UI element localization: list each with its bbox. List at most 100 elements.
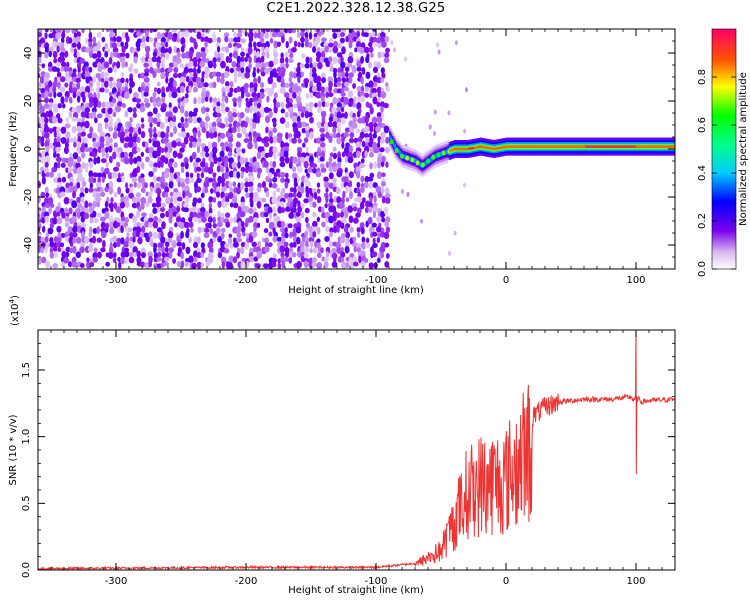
heatmap-cell	[155, 196, 162, 203]
heatmap-cell	[394, 147, 399, 153]
top-x-ticks: -300 -200 -100 0 100	[50, 29, 676, 286]
heatmap-cell	[329, 62, 334, 68]
heatmap-cell	[400, 153, 404, 159]
heatmap-cell	[207, 166, 214, 175]
heatmap-cell	[323, 261, 329, 269]
heatmap-cell	[352, 206, 358, 212]
heatmap-cell	[52, 85, 57, 93]
heatmap-cell	[164, 191, 169, 199]
heatmap-cell	[71, 232, 78, 238]
heatmap-cell	[268, 178, 273, 184]
heatmap-cell	[59, 191, 66, 197]
heatmap-cell	[263, 211, 269, 218]
heatmap-cell	[291, 85, 297, 94]
heatmap-cell	[599, 145, 602, 148]
heatmap-cell	[157, 251, 162, 258]
heatmap-cell	[165, 151, 171, 159]
heatmap-cell	[321, 50, 326, 59]
heatmap-cell	[267, 242, 273, 248]
heatmap-cell	[235, 141, 241, 149]
heatmap-cell	[372, 237, 376, 244]
heatmap-cell	[355, 41, 362, 49]
heatmap-cell	[304, 231, 308, 238]
heatmap-cell	[337, 76, 342, 83]
bottom-y-scale-note: (x104)	[8, 295, 21, 326]
heatmap-cell	[127, 141, 134, 148]
heatmap-cell	[200, 192, 205, 199]
heatmap-cell	[176, 152, 183, 159]
heatmap-cell	[99, 87, 105, 93]
heatmap-cell	[264, 32, 270, 39]
heatmap-cell	[164, 146, 168, 153]
heatmap-cell	[376, 101, 381, 108]
heatmap-cell	[156, 61, 161, 69]
heatmap-cell	[152, 96, 157, 103]
heatmap-cell	[269, 161, 274, 168]
heatmap-cell	[144, 220, 150, 228]
heatmap-cell	[241, 226, 246, 233]
heatmap-cell	[349, 226, 354, 233]
heatmap-cell	[564, 145, 567, 148]
heatmap-cell	[183, 66, 189, 74]
heatmap-cell	[260, 55, 265, 63]
heatmap-cell	[88, 66, 93, 73]
heatmap-cell	[71, 125, 77, 134]
heatmap-cell	[384, 147, 391, 154]
heatmap-cell	[116, 241, 121, 248]
heatmap-cell	[613, 145, 616, 148]
heatmap-cell	[119, 52, 126, 58]
heatmap-cell	[124, 151, 129, 159]
heatmap-cell	[92, 36, 97, 44]
heatmap-cell	[43, 126, 50, 133]
heatmap-cell	[203, 232, 210, 239]
heatmap-cell	[244, 71, 250, 79]
heatmap-cell	[604, 145, 607, 148]
heatmap-cell	[64, 96, 69, 103]
heatmap-cell	[380, 161, 385, 167]
heatmap-cell	[61, 250, 67, 258]
heatmap-cell	[156, 51, 162, 57]
heatmap-cell	[152, 101, 158, 108]
heatmap-cell	[125, 200, 130, 209]
heatmap-cell	[107, 67, 113, 74]
heatmap-cell	[104, 227, 109, 233]
heatmap-cell	[364, 175, 369, 184]
heatmap-cell	[555, 145, 558, 148]
heatmap-cell	[163, 137, 169, 145]
heatmap-cell	[153, 252, 159, 259]
heatmap-cell	[79, 146, 86, 153]
heatmap-cell	[328, 231, 334, 238]
heatmap-cell	[219, 60, 226, 69]
heatmap-cell	[548, 145, 551, 148]
heatmap-cell	[253, 101, 258, 109]
heatmap-cell	[256, 116, 260, 124]
heatmap-cell	[291, 137, 298, 144]
heatmap-cell	[225, 122, 229, 128]
heatmap-cell	[343, 81, 350, 87]
heatmap-cell	[76, 181, 81, 189]
heatmap-cell	[56, 67, 60, 73]
heatmap-cell	[135, 231, 141, 238]
heatmap-cell	[184, 195, 190, 204]
heatmap-cell	[156, 31, 162, 40]
heatmap-cell	[229, 80, 234, 88]
heatmap-cell	[336, 196, 342, 204]
heatmap-cell	[272, 135, 278, 144]
heatmap-cell	[279, 57, 285, 64]
heatmap-cell	[264, 245, 270, 253]
heatmap-cell	[615, 145, 617, 148]
heatmap-cell	[277, 258, 281, 264]
heatmap-cell	[280, 70, 285, 78]
heatmap-cell	[323, 121, 329, 130]
heatmap-cell	[355, 212, 361, 218]
heatmap-cell	[153, 126, 157, 135]
heatmap-cell	[149, 122, 153, 128]
heatmap-cell	[156, 227, 163, 233]
heatmap-cell	[244, 56, 248, 63]
heatmap-cell	[236, 31, 243, 39]
heatmap-cell	[176, 51, 181, 59]
heatmap-cell	[100, 221, 106, 229]
heatmap-cell	[76, 81, 81, 90]
heatmap-cell	[253, 85, 257, 93]
heatmap-cell	[61, 176, 67, 183]
